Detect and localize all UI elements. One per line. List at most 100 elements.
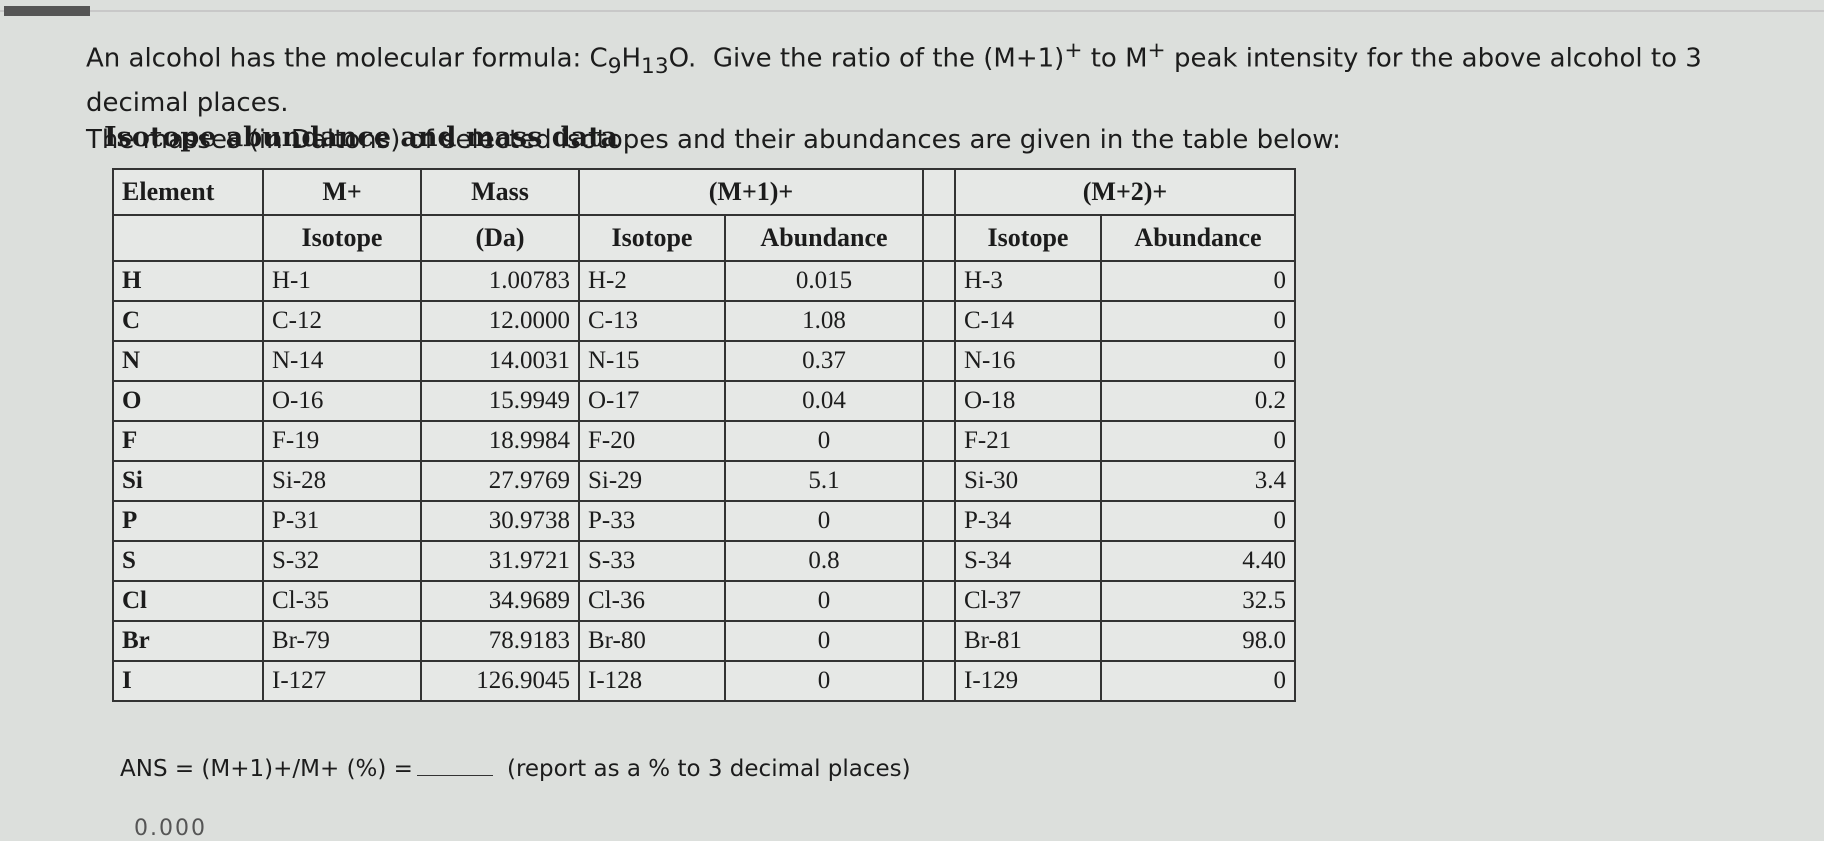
mass-cell: 27.9769 [420,460,580,502]
header-mass: Mass [420,168,580,216]
m-isotope-cell: Cl-35 [262,580,422,622]
element-cell: O [112,380,264,422]
mass-cell: 12.0000 [420,300,580,342]
table-row: F F-19 18.9984 F-20 0 F-21 0 [112,420,1296,462]
m-isotope-cell: P-31 [262,500,422,542]
m2-abundance-cell: 0 [1100,340,1296,382]
m2-abundance-cell: 4.40 [1100,540,1296,582]
m2-isotope-cell: S-34 [954,540,1102,582]
header-m2-abundance: Abundance [1100,214,1296,262]
table-header-row-2: Isotope (Da) Isotope Abundance Isotope A… [112,214,1296,262]
m1-isotope-cell: F-20 [578,420,726,462]
element-cell: Br [112,620,264,662]
header-element: Element [112,168,264,216]
table-title: Isotope abundance and mass data [104,122,619,153]
element-cell: C [112,300,264,342]
m1-abundance-cell: 0 [724,420,924,462]
m-isotope-cell: H-1 [262,260,422,302]
m-isotope-cell: S-32 [262,540,422,582]
m1-isotope-cell: Si-29 [578,460,726,502]
m2-isotope-cell: I-129 [954,660,1102,702]
m2-abundance-cell: 0 [1100,500,1296,542]
m1-abundance-cell: 0.8 [724,540,924,582]
mass-cell: 126.9045 [420,660,580,702]
element-cell: I [112,660,264,702]
m2-abundance-cell: 0 [1100,420,1296,462]
element-cell: Si [112,460,264,502]
m2-isotope-cell: O-18 [954,380,1102,422]
m1-abundance-cell: 0 [724,620,924,662]
header-m2: (M+2)+ [954,168,1296,216]
top-divider [0,10,1824,12]
header-m2-isotope: Isotope [954,214,1102,262]
element-cell: Cl [112,580,264,622]
table-row: Cl Cl-35 34.9689 Cl-36 0 Cl-37 32.5 [112,580,1296,622]
header-mass-unit: (Da) [420,214,580,262]
table-row: S S-32 31.9721 S-33 0.8 S-34 4.40 [112,540,1296,582]
m2-isotope-cell: H-3 [954,260,1102,302]
m1-isotope-cell: Cl-36 [578,580,726,622]
m2-isotope-cell: F-21 [954,420,1102,462]
mass-cell: 18.9984 [420,420,580,462]
header-m-isotope: Isotope [262,214,422,262]
table-row: N N-14 14.0031 N-15 0.37 N-16 0 [112,340,1296,382]
m1-isotope-cell: P-33 [578,500,726,542]
m2-abundance-cell: 0 [1100,300,1296,342]
question-text: An alcohol has the molecular formula: C9… [86,32,1786,159]
m1-abundance-cell: 0 [724,580,924,622]
m1-abundance-cell: 0.015 [724,260,924,302]
m2-isotope-cell: Si-30 [954,460,1102,502]
m-isotope-cell: C-12 [262,300,422,342]
m1-abundance-cell: 0.04 [724,380,924,422]
m1-isotope-cell: N-15 [578,340,726,382]
m1-isotope-cell: O-17 [578,380,726,422]
table-row: H H-1 1.00783 H-2 0.015 H-3 0 [112,260,1296,302]
mass-cell: 15.9949 [420,380,580,422]
mass-cell: 1.00783 [420,260,580,302]
m1-isotope-cell: I-128 [578,660,726,702]
question-line-2: The masses (in Daltons) of selected isot… [86,124,1341,155]
m1-abundance-cell: 1.08 [724,300,924,342]
table-row: C C-12 12.0000 C-13 1.08 C-14 0 [112,300,1296,342]
m2-isotope-cell: Br-81 [954,620,1102,662]
cut-off-text: 0.000 [134,816,207,841]
answer-line: ANS = (M+1)+/M+ (%) = (report as a % to 3… [120,756,911,782]
m1-abundance-cell: 5.1 [724,460,924,502]
m2-abundance-cell: 98.0 [1100,620,1296,662]
table-row: Si Si-28 27.9769 Si-29 5.1 Si-30 3.4 [112,460,1296,502]
mass-cell: 14.0031 [420,340,580,382]
header-m1-isotope: Isotope [578,214,726,262]
answer-note: (report as a % to 3 decimal places) [506,756,911,782]
m2-isotope-cell: P-34 [954,500,1102,542]
isotope-table: Element M+ Mass (M+1)+ (M+2)+ Isotope (D… [112,168,1296,702]
element-cell: P [112,500,264,542]
table-row: I I-127 126.9045 I-128 0 I-129 0 [112,660,1296,702]
mass-cell: 30.9738 [420,500,580,542]
m2-abundance-cell: 0 [1100,660,1296,702]
m2-isotope-cell: N-16 [954,340,1102,382]
m2-abundance-cell: 0.2 [1100,380,1296,422]
m1-isotope-cell: Br-80 [578,620,726,662]
m1-abundance-cell: 0 [724,660,924,702]
m2-abundance-cell: 0 [1100,260,1296,302]
m1-isotope-cell: S-33 [578,540,726,582]
mass-cell: 34.9689 [420,580,580,622]
m2-abundance-cell: 3.4 [1100,460,1296,502]
table-row: Br Br-79 78.9183 Br-80 0 Br-81 98.0 [112,620,1296,662]
table-header-row-1: Element M+ Mass (M+1)+ (M+2)+ [112,168,1296,216]
mass-cell: 78.9183 [420,620,580,662]
element-cell: F [112,420,264,462]
m-isotope-cell: Br-79 [262,620,422,662]
m1-abundance-cell: 0.37 [724,340,924,382]
element-cell: H [112,260,264,302]
table-row: O O-16 15.9949 O-17 0.04 O-18 0.2 [112,380,1296,422]
top-tab-marker [4,6,90,16]
header-m-plus: M+ [262,168,422,216]
answer-label: ANS = (M+1)+/M+ (%) = [120,756,413,782]
m-isotope-cell: F-19 [262,420,422,462]
element-cell: N [112,340,264,382]
m-isotope-cell: I-127 [262,660,422,702]
m-isotope-cell: O-16 [262,380,422,422]
m2-isotope-cell: Cl-37 [954,580,1102,622]
answer-blank[interactable] [416,775,493,776]
